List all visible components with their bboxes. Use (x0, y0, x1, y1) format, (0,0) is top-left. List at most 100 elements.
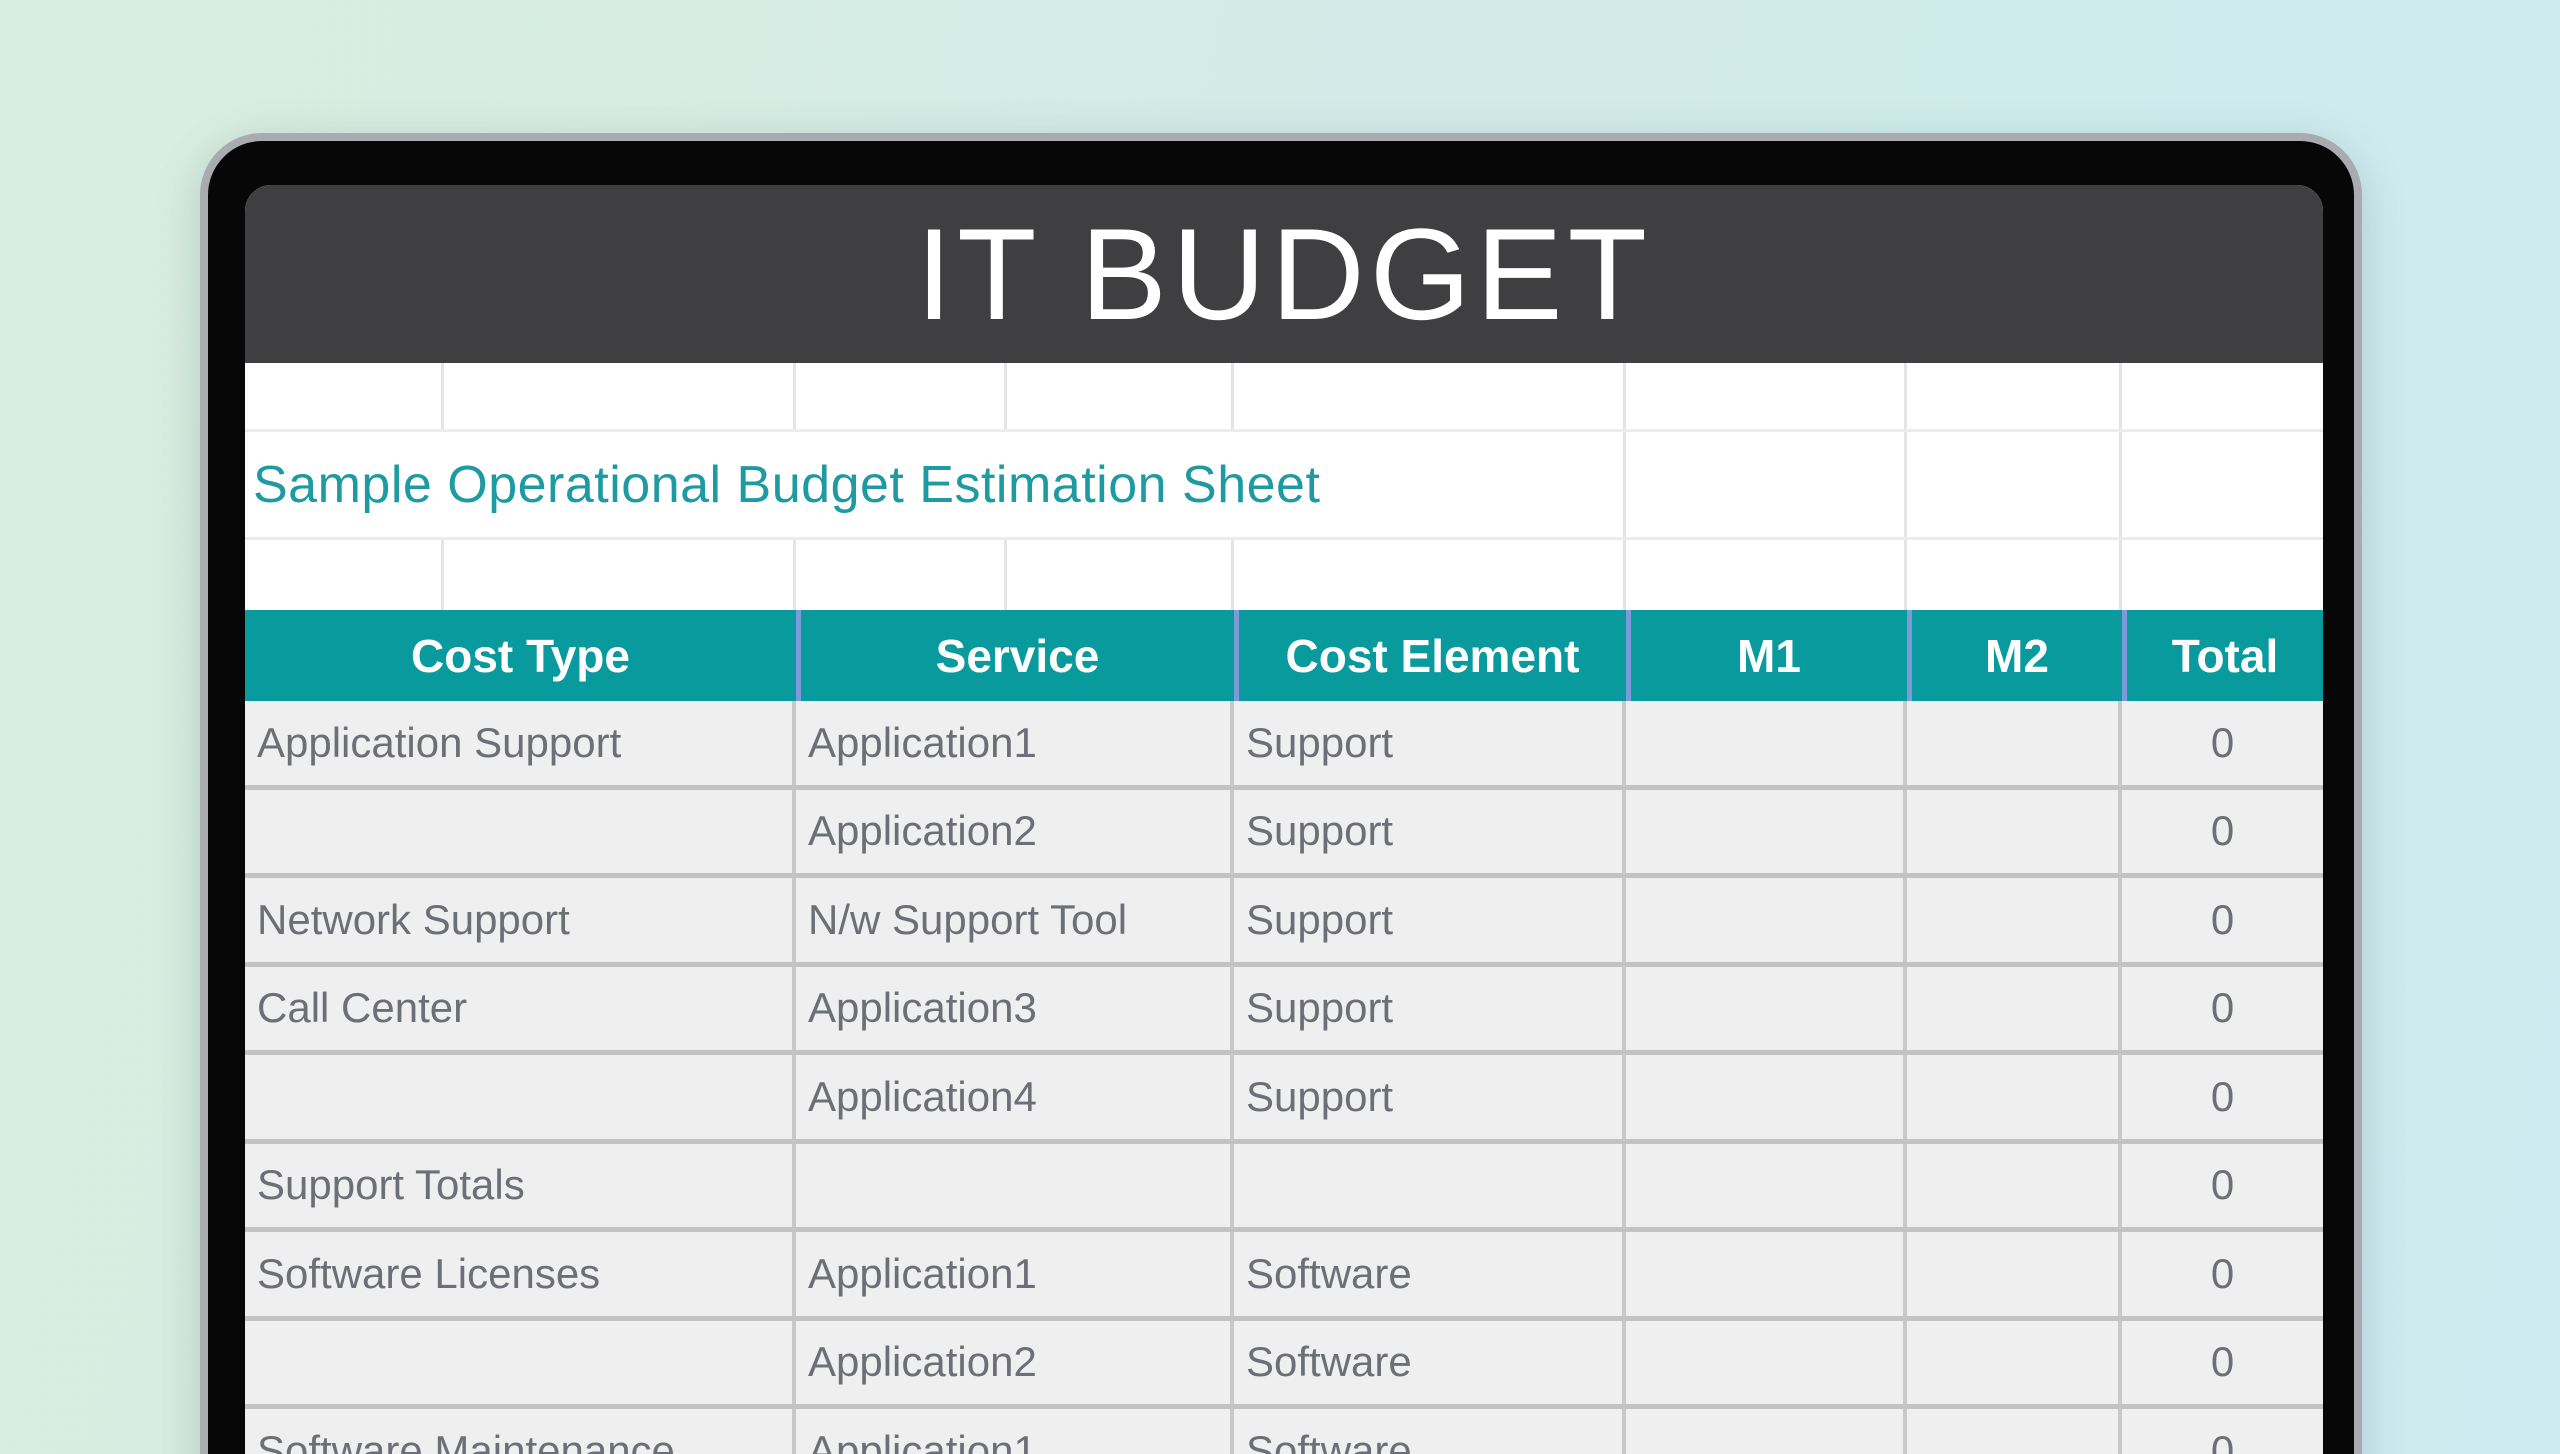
empty-cell (1007, 363, 1234, 429)
header-cost-element: Cost Element (1234, 610, 1626, 701)
cell-total: 0 (2210, 718, 2235, 766)
cell-cost-type (245, 1320, 796, 1404)
cell-cost-element (1234, 1143, 1626, 1227)
cell-m2 (1907, 966, 2122, 1050)
cell-cost-type: Software Licenses (245, 1232, 796, 1316)
cell-m1 (1626, 1232, 1907, 1316)
empty-cell (1626, 540, 1907, 610)
cell-cost-element: Support (1234, 878, 1626, 962)
empty-cell (2122, 432, 2323, 537)
cell-m2 (1907, 1320, 2122, 1404)
cell-cost-type: Software Maintenance (245, 1409, 796, 1454)
table-row: Application4 Support 0 (245, 1055, 2323, 1144)
table-header-row: Cost Type Service Cost Element M1 M2 Tot… (245, 610, 2323, 701)
empty-cell (796, 363, 1007, 429)
cell-m2 (1907, 1143, 2122, 1227)
table-row: Application Support Application1 Support… (245, 701, 2323, 790)
cell-cost-type: Network Support (245, 878, 796, 962)
cell-cost-element: Software (1234, 1409, 1626, 1454)
cell-cost-type: Call Center (245, 966, 796, 1050)
empty-cell (245, 363, 444, 429)
cell-service: Application1 (796, 1232, 1234, 1316)
empty-cell (444, 540, 796, 610)
cell-cost-type (245, 1055, 796, 1139)
cell-cost-element: Software (1234, 1232, 1626, 1316)
empty-cell (444, 363, 796, 429)
cell-service: Application2 (796, 789, 1234, 873)
cell-cost-type (245, 789, 796, 873)
table-row: Application2 Support 0 (245, 789, 2323, 878)
cell-total: 0 (2210, 1161, 2235, 1209)
cell-m2 (1907, 878, 2122, 962)
device-frame: IT BUDGET Sample Operational Budget Esti… (200, 133, 2362, 1454)
empty-cell (1907, 432, 2122, 537)
table-row: Network Support N/w Support Tool Support… (245, 878, 2323, 967)
sheet-empty-row (245, 540, 2323, 610)
cell-m1 (1626, 1055, 1907, 1139)
cell-m2 (1907, 701, 2122, 785)
cell-service: Application1 (796, 1409, 1234, 1454)
empty-cell (2122, 540, 2323, 610)
header-cost-type: Cost Type (411, 629, 630, 682)
cell-service: N/w Support Tool (796, 878, 1234, 962)
empty-cell (1007, 540, 1234, 610)
cell-total: 0 (2210, 895, 2235, 943)
table-row: Application2 Software 0 (245, 1320, 2323, 1409)
cell-m1 (1626, 1143, 1907, 1227)
table-row: Support Totals 0 (245, 1143, 2323, 1232)
screen: IT BUDGET Sample Operational Budget Esti… (245, 185, 2323, 1454)
header-service: Service (796, 610, 1234, 701)
cell-total: 0 (2210, 1426, 2235, 1454)
cell-m1 (1626, 878, 1907, 962)
cell-cost-type: Application Support (245, 701, 796, 785)
cell-cost-element: Support (1234, 1055, 1626, 1139)
cell-cost-element: Support (1234, 966, 1626, 1050)
cell-total: 0 (2210, 1249, 2235, 1297)
banner: IT BUDGET (245, 185, 2323, 363)
cell-service: Application4 (796, 1055, 1234, 1139)
table-row: Software Licenses Application1 Software … (245, 1232, 2323, 1321)
cell-m2 (1907, 1055, 2122, 1139)
cell-m1 (1626, 789, 1907, 873)
cell-m2 (1907, 789, 2122, 873)
cell-m2 (1907, 1232, 2122, 1316)
app-title: IT BUDGET (915, 201, 1652, 347)
empty-cell (245, 540, 444, 610)
cell-m1 (1626, 966, 1907, 1050)
table-body: Application Support Application1 Support… (245, 701, 2323, 1454)
header-total: Total (2122, 610, 2323, 701)
header-m2: M2 (1907, 610, 2122, 701)
cell-total: 0 (2210, 1072, 2235, 1120)
empty-cell (1907, 363, 2122, 429)
cell-service: Application3 (796, 966, 1234, 1050)
cell-total: 0 (2210, 807, 2235, 855)
empty-cell (1626, 432, 1907, 537)
cell-cost-type: Support Totals (245, 1143, 796, 1227)
empty-cell (1907, 540, 2122, 610)
empty-cell (796, 540, 1007, 610)
empty-cell (1234, 363, 1626, 429)
cell-cost-element: Support (1234, 789, 1626, 873)
cell-cost-element: Software (1234, 1320, 1626, 1404)
empty-cell (1626, 363, 1907, 429)
cell-cost-element: Support (1234, 701, 1626, 785)
table-row: Software Maintenance Application1 Softwa… (245, 1409, 2323, 1454)
cell-m1 (1626, 701, 1907, 785)
cell-m2 (1907, 1409, 2122, 1454)
subtitle-row: Sample Operational Budget Estimation She… (245, 432, 2323, 540)
empty-cell (1234, 540, 1626, 610)
sheet-empty-row (245, 363, 2323, 432)
sheet-subtitle: Sample Operational Budget Estimation She… (253, 455, 1321, 514)
subtitle-cell: Sample Operational Budget Estimation She… (245, 432, 1626, 537)
empty-cell (2122, 363, 2323, 429)
cell-service: Application1 (796, 701, 1234, 785)
cell-m1 (1626, 1409, 1907, 1454)
header-m1: M1 (1626, 610, 1907, 701)
cell-m1 (1626, 1320, 1907, 1404)
cell-service: Application2 (796, 1320, 1234, 1404)
cell-total: 0 (2210, 1338, 2235, 1386)
table-row: Call Center Application3 Support 0 (245, 966, 2323, 1055)
cell-total: 0 (2210, 984, 2235, 1032)
cell-service (796, 1143, 1234, 1227)
